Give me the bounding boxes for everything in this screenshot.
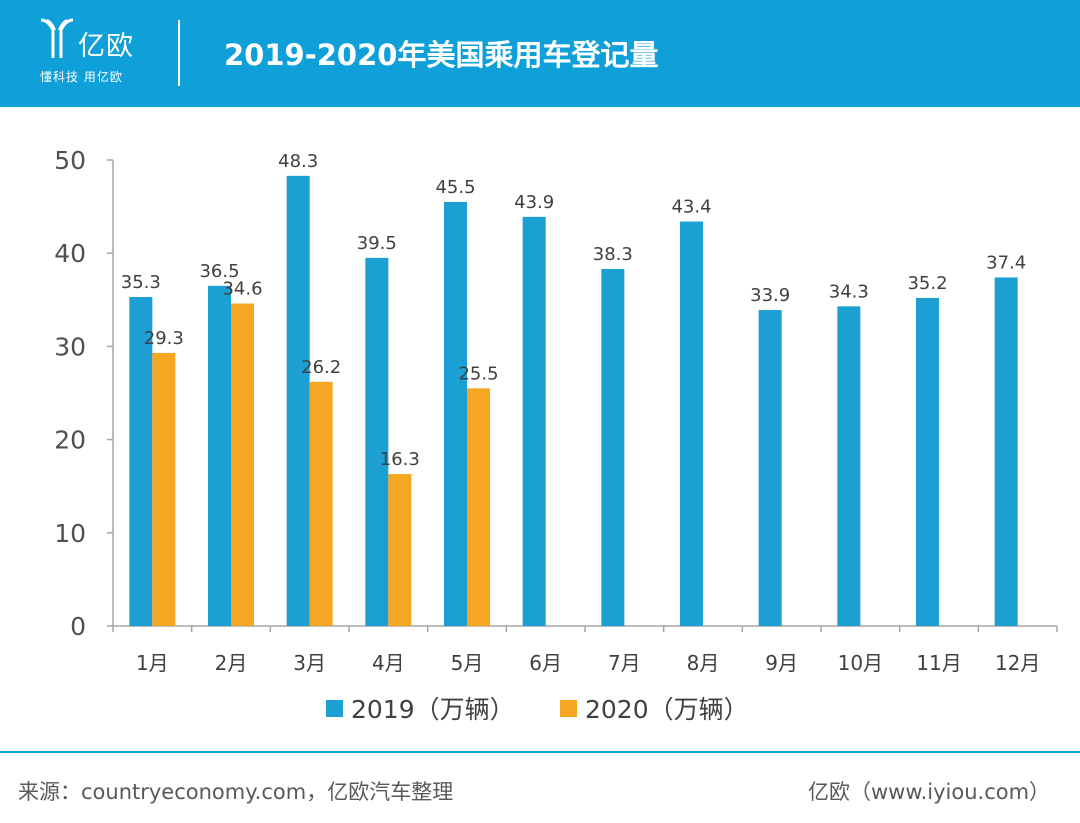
header-divider <box>178 20 180 86</box>
y-tick-label: 0 <box>70 612 86 641</box>
data-label: 16.3 <box>380 449 420 470</box>
source-note: 来源：countryeconomy.com，亿欧汽车整理 <box>18 780 454 804</box>
bar-2019 <box>994 277 1018 626</box>
y-tick-label: 30 <box>54 332 86 361</box>
logo-slogan: 懂科技 用亿欧 <box>40 70 123 84</box>
bar-2020 <box>231 303 254 626</box>
data-label: 43.9 <box>514 192 554 213</box>
data-label: 35.2 <box>907 273 947 294</box>
data-label: 33.9 <box>750 285 790 306</box>
y-tick-label: 10 <box>54 519 86 548</box>
x-tick-label: 6月 <box>529 651 562 675</box>
x-tick-label: 1月 <box>136 651 169 675</box>
bar-2019 <box>680 221 703 626</box>
y-tick-label: 40 <box>54 239 86 268</box>
x-tick-label: 10月 <box>838 651 883 675</box>
bar-2019 <box>837 306 861 626</box>
bar-2019 <box>286 175 310 626</box>
data-label: 38.3 <box>593 244 633 265</box>
bar-2019 <box>916 297 939 626</box>
y-tick-label: 50 <box>54 146 86 175</box>
data-label: 25.5 <box>458 363 498 384</box>
legend-item-2020: 2020（万辆） <box>560 690 749 726</box>
bar-2019 <box>365 257 389 626</box>
header-banner: 亿欧 懂科技 用亿欧 2019-2020年美国乘用车登记量 <box>0 0 1080 107</box>
bar-2020 <box>388 474 412 626</box>
data-label: 43.4 <box>671 197 711 218</box>
legend-label-2019: 2019（万辆） <box>351 695 515 724</box>
x-tick-label: 8月 <box>687 651 720 675</box>
bar-2019 <box>129 297 153 626</box>
page-title: 2019-2020年美国乘用车登记量 <box>224 38 659 72</box>
bar-2020 <box>467 388 490 626</box>
logo-name: 亿欧 <box>78 31 134 62</box>
x-tick-label: 11月 <box>916 651 961 675</box>
bar-2020 <box>309 381 333 626</box>
chart-canvas: 0 10 20 30 40 50 1月 2月 3月 4月 5月 6月 7月 8月 9月 10月 11月 12月 35… <box>54 146 1058 675</box>
legend-item-2019: 2019（万辆） <box>326 690 515 726</box>
data-label: 29.3 <box>144 328 184 349</box>
yiou-logo-icon <box>40 18 74 58</box>
data-label: 36.5 <box>199 261 239 282</box>
bar-2019 <box>522 216 546 626</box>
legend-label-2020: 2020（万辆） <box>585 695 749 724</box>
chart-legend: 2019（万辆） 2020（万辆） <box>0 690 1080 726</box>
data-label: 35.3 <box>121 272 161 293</box>
legend-swatch-2020 <box>560 699 577 717</box>
bar-2019 <box>758 310 782 626</box>
x-tick-label: 4月 <box>372 651 405 675</box>
x-tick-label: 2月 <box>215 651 248 675</box>
x-tick-label: 12月 <box>995 651 1040 675</box>
data-label: 34.3 <box>829 281 869 302</box>
x-tick-label: 5月 <box>451 651 484 675</box>
x-tick-label: 7月 <box>608 651 641 675</box>
site-credit: 亿欧（www.iyiou.com） <box>808 780 1051 804</box>
data-label: 34.6 <box>222 279 262 300</box>
bar-2020 <box>152 352 176 626</box>
data-label: 48.3 <box>278 151 318 172</box>
x-tick-label: 9月 <box>765 651 798 675</box>
bar-2019 <box>444 201 467 626</box>
yiou-logo: 亿欧 懂科技 用亿欧 <box>38 16 148 88</box>
bar-chart: 0 10 20 30 40 50 1月 2月 3月 4月 5月 6月 7月 8月 9月 10月 11月 12月 35… <box>0 107 1080 750</box>
bar-2019 <box>208 285 231 626</box>
footer-divider <box>0 751 1080 753</box>
bar-2019 <box>601 269 625 626</box>
data-label: 37.4 <box>986 252 1026 273</box>
data-label: 45.5 <box>435 177 475 198</box>
data-label: 26.2 <box>301 357 341 378</box>
legend-swatch-2019 <box>326 699 343 717</box>
x-tick-label: 3月 <box>293 651 326 675</box>
y-tick-label: 20 <box>54 426 86 455</box>
data-label: 39.5 <box>357 233 397 254</box>
